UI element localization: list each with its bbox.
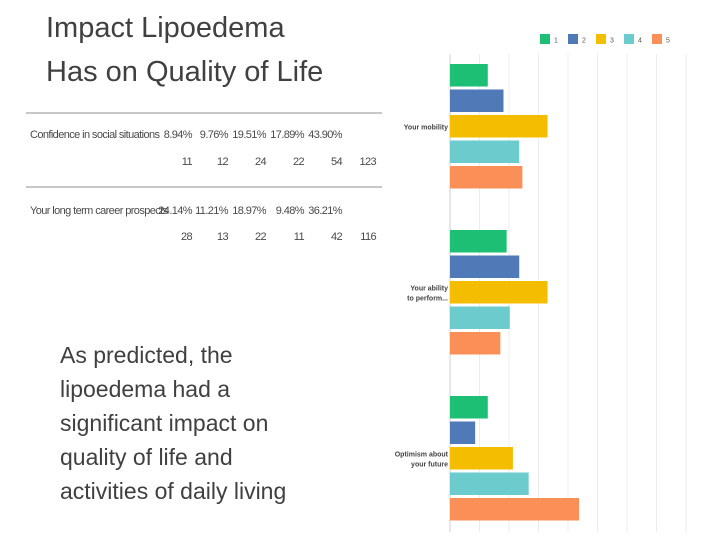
body-text: As predicted, the lipoedema had a signif… [60, 338, 360, 508]
table-cell: 116 [360, 231, 376, 243]
category-label: Your mobility [404, 124, 448, 131]
bar-2-3 [450, 421, 476, 444]
table-cell: 19.51% [232, 129, 266, 141]
table-cell: 22 [292, 156, 305, 168]
table-cell: 11 [181, 156, 193, 168]
bar-chart: Your mobility Your ability to perform... Op… [395, 34, 687, 532]
table-cell: 11.21% [195, 205, 229, 217]
table-cell: 123 [359, 156, 376, 168]
table-cell: 18.97% [232, 205, 266, 217]
bar-3-3 [450, 447, 513, 470]
body-line: activities of daily living [60, 478, 287, 504]
bar-4-2 [450, 306, 510, 329]
table-cell: 42 [330, 231, 343, 243]
bar-5-1 [450, 166, 523, 189]
table-cell: 9.76% [199, 129, 229, 141]
title-line-2: Has on Quality of Life [46, 56, 324, 88]
table-cell: 24.14% [158, 205, 192, 217]
bar-3-1 [450, 115, 548, 138]
stats-table: Confidence in social situations 8.94% 9.… [26, 112, 382, 252]
bar-2-2 [450, 255, 520, 278]
table-cell: 36.21% [308, 205, 342, 217]
bar-1-1 [450, 64, 488, 87]
bar-2-1 [450, 89, 504, 112]
table-cell: 24 [254, 156, 267, 168]
body-line: lipoedema had a [60, 376, 231, 402]
category-label: Optimism about your future [395, 451, 449, 468]
table-cell: 12 [216, 156, 229, 168]
body-line: As predicted, the [60, 342, 233, 368]
legend-label-4: 4 [638, 38, 642, 45]
body-line: significant impact on [60, 410, 269, 436]
legend-swatch-3 [596, 34, 606, 44]
bar-5-3 [450, 498, 580, 521]
category-label: Your ability to perform... [407, 285, 448, 302]
legend-swatch-4 [624, 34, 634, 44]
table-cell: 22 [254, 231, 267, 243]
table-rule [26, 186, 382, 188]
bar-1-2 [450, 230, 507, 253]
bar-4-1 [450, 140, 520, 163]
table-rule [26, 112, 382, 114]
table-cell: 13 [216, 231, 229, 243]
legend-swatch-1 [540, 34, 550, 44]
table-cell: 28 [180, 231, 193, 243]
title-line-1: Impact Lipoedema [46, 12, 285, 44]
bar-3-2 [450, 281, 548, 304]
body-line: quality of life and [60, 444, 233, 470]
legend-swatch-5 [652, 34, 662, 44]
legend-label-2: 2 [582, 38, 586, 45]
legend-label-3: 3 [610, 38, 614, 45]
table-row-label: Your long term career prospects [30, 205, 168, 217]
table-cell: 8.94% [163, 129, 193, 141]
table-row-label: Confidence in social situations [30, 129, 160, 141]
table-cell: 17.89% [270, 129, 304, 141]
table-cell: 54 [330, 156, 343, 168]
table-cell: 11 [293, 231, 305, 243]
legend-label-5: 5 [666, 38, 670, 45]
table-cell: 9.48% [275, 205, 305, 217]
legend-label-1: 1 [554, 38, 558, 45]
slide-title: Impact Lipoedema Has on Quality of Life [46, 6, 406, 94]
bar-4-3 [450, 472, 529, 495]
bar-5-2 [450, 332, 501, 355]
table-cell: 43.90% [308, 129, 342, 141]
legend-swatch-2 [568, 34, 578, 44]
bar-1-3 [450, 396, 488, 419]
